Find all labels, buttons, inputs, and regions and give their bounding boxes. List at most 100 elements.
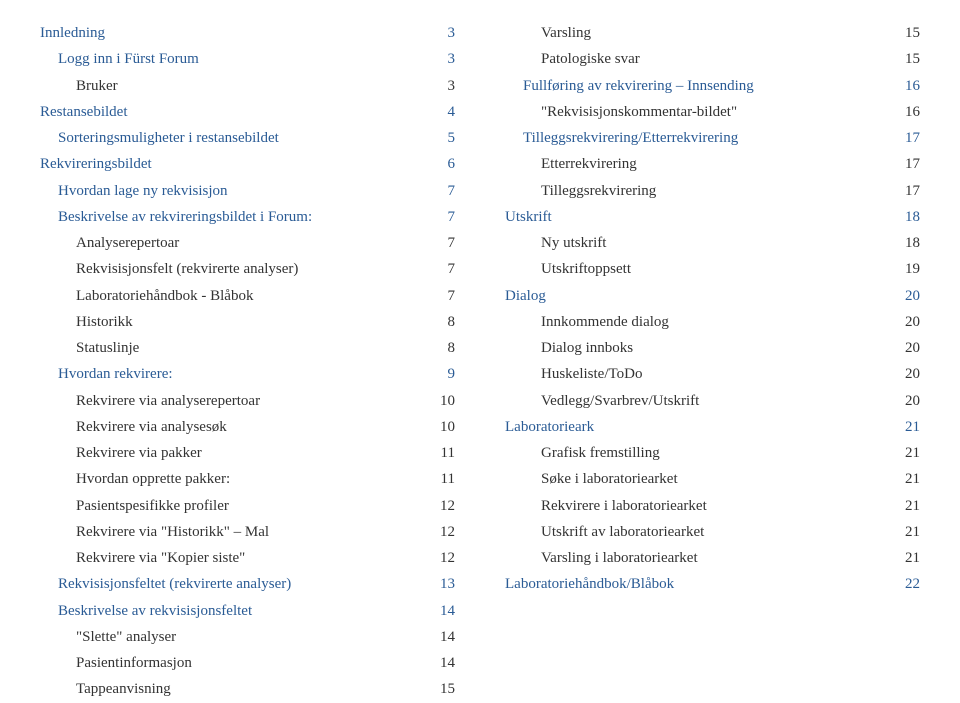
toc-row[interactable]: Hvordan rekvirere:9 bbox=[40, 361, 455, 387]
toc-row[interactable]: Bruker3 bbox=[40, 73, 455, 99]
toc-page: 20 bbox=[905, 309, 920, 335]
toc-page: 7 bbox=[448, 283, 456, 309]
toc-row[interactable]: Laboratorieark 21 bbox=[505, 414, 920, 440]
toc-page: 19 bbox=[905, 256, 920, 282]
toc-row[interactable]: Huskeliste/ToDo20 bbox=[505, 361, 920, 387]
toc-label: Patologiske svar bbox=[541, 46, 640, 72]
toc-label: Søke i laboratoriearket bbox=[541, 466, 678, 492]
toc-label: Tilleggsrekvirering/Etterrekvirering bbox=[523, 125, 738, 151]
toc-row[interactable]: Laboratoriehåndbok - Blåbok7 bbox=[40, 283, 455, 309]
toc-page: 11 bbox=[441, 440, 455, 466]
toc-page: 20 bbox=[905, 361, 920, 387]
toc-page: 20 bbox=[905, 335, 920, 361]
toc-label: Pasientspesifikke profiler bbox=[76, 493, 229, 519]
toc-label: Utskriftoppsett bbox=[541, 256, 631, 282]
toc-row[interactable]: Utskrift av laboratoriearket21 bbox=[505, 519, 920, 545]
toc-page: 21 bbox=[905, 493, 920, 519]
toc-row[interactable]: Sorteringsmuligheter i restansebildet5 bbox=[40, 125, 455, 151]
toc-page: 14 bbox=[440, 598, 455, 624]
toc-label: Restansebildet bbox=[40, 99, 127, 125]
toc-page: 8 bbox=[448, 335, 456, 361]
toc-row[interactable]: Tilleggsrekvirering 17 bbox=[505, 178, 920, 204]
toc-page: 8 bbox=[448, 309, 456, 335]
toc-label: "Slette" analyser bbox=[76, 624, 176, 650]
toc-row[interactable]: Hvordan lage ny rekvisisjon 7 bbox=[40, 178, 455, 204]
toc-row[interactable]: Rekvireringsbildet6 bbox=[40, 151, 455, 177]
toc-page: 21 bbox=[905, 414, 920, 440]
toc-row[interactable]: Vedlegg/Svarbrev/Utskrift 20 bbox=[505, 388, 920, 414]
toc-row[interactable]: Rekvirere i laboratoriearket 21 bbox=[505, 493, 920, 519]
toc-page: 11 bbox=[441, 466, 455, 492]
toc-row[interactable]: Hvordan opprette pakker:11 bbox=[40, 466, 455, 492]
toc-page: 20 bbox=[905, 388, 920, 414]
toc-page: 10 bbox=[440, 388, 455, 414]
toc-row[interactable]: Beskrivelse av rekvisisjonsfeltet14 bbox=[40, 598, 455, 624]
toc-column-left: Innledning3Logg inn i Fürst Forum3Bruker… bbox=[40, 20, 455, 703]
toc-page: 7 bbox=[448, 178, 456, 204]
toc-row[interactable]: Innkommende dialog20 bbox=[505, 309, 920, 335]
toc-row[interactable]: Utskrift18 bbox=[505, 204, 920, 230]
toc-columns: Innledning3Logg inn i Fürst Forum3Bruker… bbox=[40, 20, 920, 703]
toc-label: Varsling i laboratoriearket bbox=[541, 545, 698, 571]
toc-page: 15 bbox=[440, 676, 455, 702]
toc-row[interactable]: Rekvirere via "Kopier siste"12 bbox=[40, 545, 455, 571]
toc-row[interactable]: Innledning3 bbox=[40, 20, 455, 46]
toc-label: Etterrekvirering bbox=[541, 151, 637, 177]
toc-row[interactable]: Logg inn i Fürst Forum3 bbox=[40, 46, 455, 72]
toc-label: Historikk bbox=[76, 309, 133, 335]
toc-label: Laboratorieark bbox=[505, 414, 594, 440]
toc-column-right: Varsling15Patologiske svar 15Fullføring a… bbox=[505, 20, 920, 703]
toc-page: 14 bbox=[440, 624, 455, 650]
toc-label: Analyserepertoar bbox=[76, 230, 179, 256]
toc-row[interactable]: Beskrivelse av rekvireringsbildet i Foru… bbox=[40, 204, 455, 230]
toc-row[interactable]: Ny utskrift18 bbox=[505, 230, 920, 256]
toc-row[interactable]: Rekvirere via pakker11 bbox=[40, 440, 455, 466]
toc-page: 15 bbox=[905, 46, 920, 72]
toc-page: 21 bbox=[905, 466, 920, 492]
toc-row[interactable]: Analyserepertoar7 bbox=[40, 230, 455, 256]
toc-label: Grafisk fremstilling bbox=[541, 440, 660, 466]
toc-label: Rekvirere i laboratoriearket bbox=[541, 493, 707, 519]
toc-label: Hvordan lage ny rekvisisjon bbox=[58, 178, 228, 204]
toc-row[interactable]: Rekvirere via "Historikk" – Mal12 bbox=[40, 519, 455, 545]
toc-row[interactable]: Tilleggsrekvirering/Etterrekvirering 17 bbox=[505, 125, 920, 151]
toc-row[interactable]: Dialog20 bbox=[505, 283, 920, 309]
toc-row[interactable]: Patologiske svar 15 bbox=[505, 46, 920, 72]
toc-row[interactable]: Pasientinformasjon14 bbox=[40, 650, 455, 676]
toc-page: 17 bbox=[905, 125, 920, 151]
toc-row[interactable]: Restansebildet4 bbox=[40, 99, 455, 125]
toc-row[interactable]: Pasientspesifikke profiler12 bbox=[40, 493, 455, 519]
toc-row[interactable]: Rekvisisjonsfeltet (rekvirerte analyser)… bbox=[40, 571, 455, 597]
toc-row[interactable]: Fullføring av rekvirering – Innsending16 bbox=[505, 73, 920, 99]
toc-page: 13 bbox=[440, 571, 455, 597]
toc-label: Sorteringsmuligheter i restansebildet bbox=[58, 125, 279, 151]
toc-row[interactable]: Laboratoriehåndbok/Blåbok22 bbox=[505, 571, 920, 597]
toc-row[interactable]: Rekvisisjonsfelt (rekvirerte analyser)7 bbox=[40, 256, 455, 282]
toc-row[interactable]: Varsling i laboratoriearket21 bbox=[505, 545, 920, 571]
toc-row[interactable]: Varsling15 bbox=[505, 20, 920, 46]
toc-row[interactable]: "Rekvisisjonskommentar-bildet"16 bbox=[505, 99, 920, 125]
toc-label: Tappeanvisning bbox=[76, 676, 171, 702]
toc-label: Dialog innboks bbox=[541, 335, 633, 361]
toc-row[interactable]: Tappeanvisning 15 bbox=[40, 676, 455, 702]
toc-page: 7 bbox=[448, 204, 456, 230]
toc-label: Bruker bbox=[76, 73, 118, 99]
toc-page: 16 bbox=[905, 73, 920, 99]
toc-label: Vedlegg/Svarbrev/Utskrift bbox=[541, 388, 699, 414]
toc-row[interactable]: Søke i laboratoriearket 21 bbox=[505, 466, 920, 492]
toc-row[interactable]: Etterrekvirering17 bbox=[505, 151, 920, 177]
toc-row[interactable]: Dialog innboks 20 bbox=[505, 335, 920, 361]
toc-page: 21 bbox=[905, 519, 920, 545]
toc-label: Pasientinformasjon bbox=[76, 650, 192, 676]
toc-row[interactable]: Grafisk fremstilling21 bbox=[505, 440, 920, 466]
toc-label: Tilleggsrekvirering bbox=[541, 178, 656, 204]
toc-label: Rekvisisjonsfeltet (rekvirerte analyser) bbox=[58, 571, 291, 597]
toc-row[interactable]: Rekvirere via analyserepertoar10 bbox=[40, 388, 455, 414]
toc-row[interactable]: Utskriftoppsett 19 bbox=[505, 256, 920, 282]
toc-row[interactable]: "Slette" analyser 14 bbox=[40, 624, 455, 650]
toc-row[interactable]: Rekvirere via analysesøk10 bbox=[40, 414, 455, 440]
toc-page: 20 bbox=[905, 283, 920, 309]
toc-row[interactable]: Statuslinje8 bbox=[40, 335, 455, 361]
toc-row[interactable]: Historikk 8 bbox=[40, 309, 455, 335]
toc-page: 17 bbox=[905, 178, 920, 204]
